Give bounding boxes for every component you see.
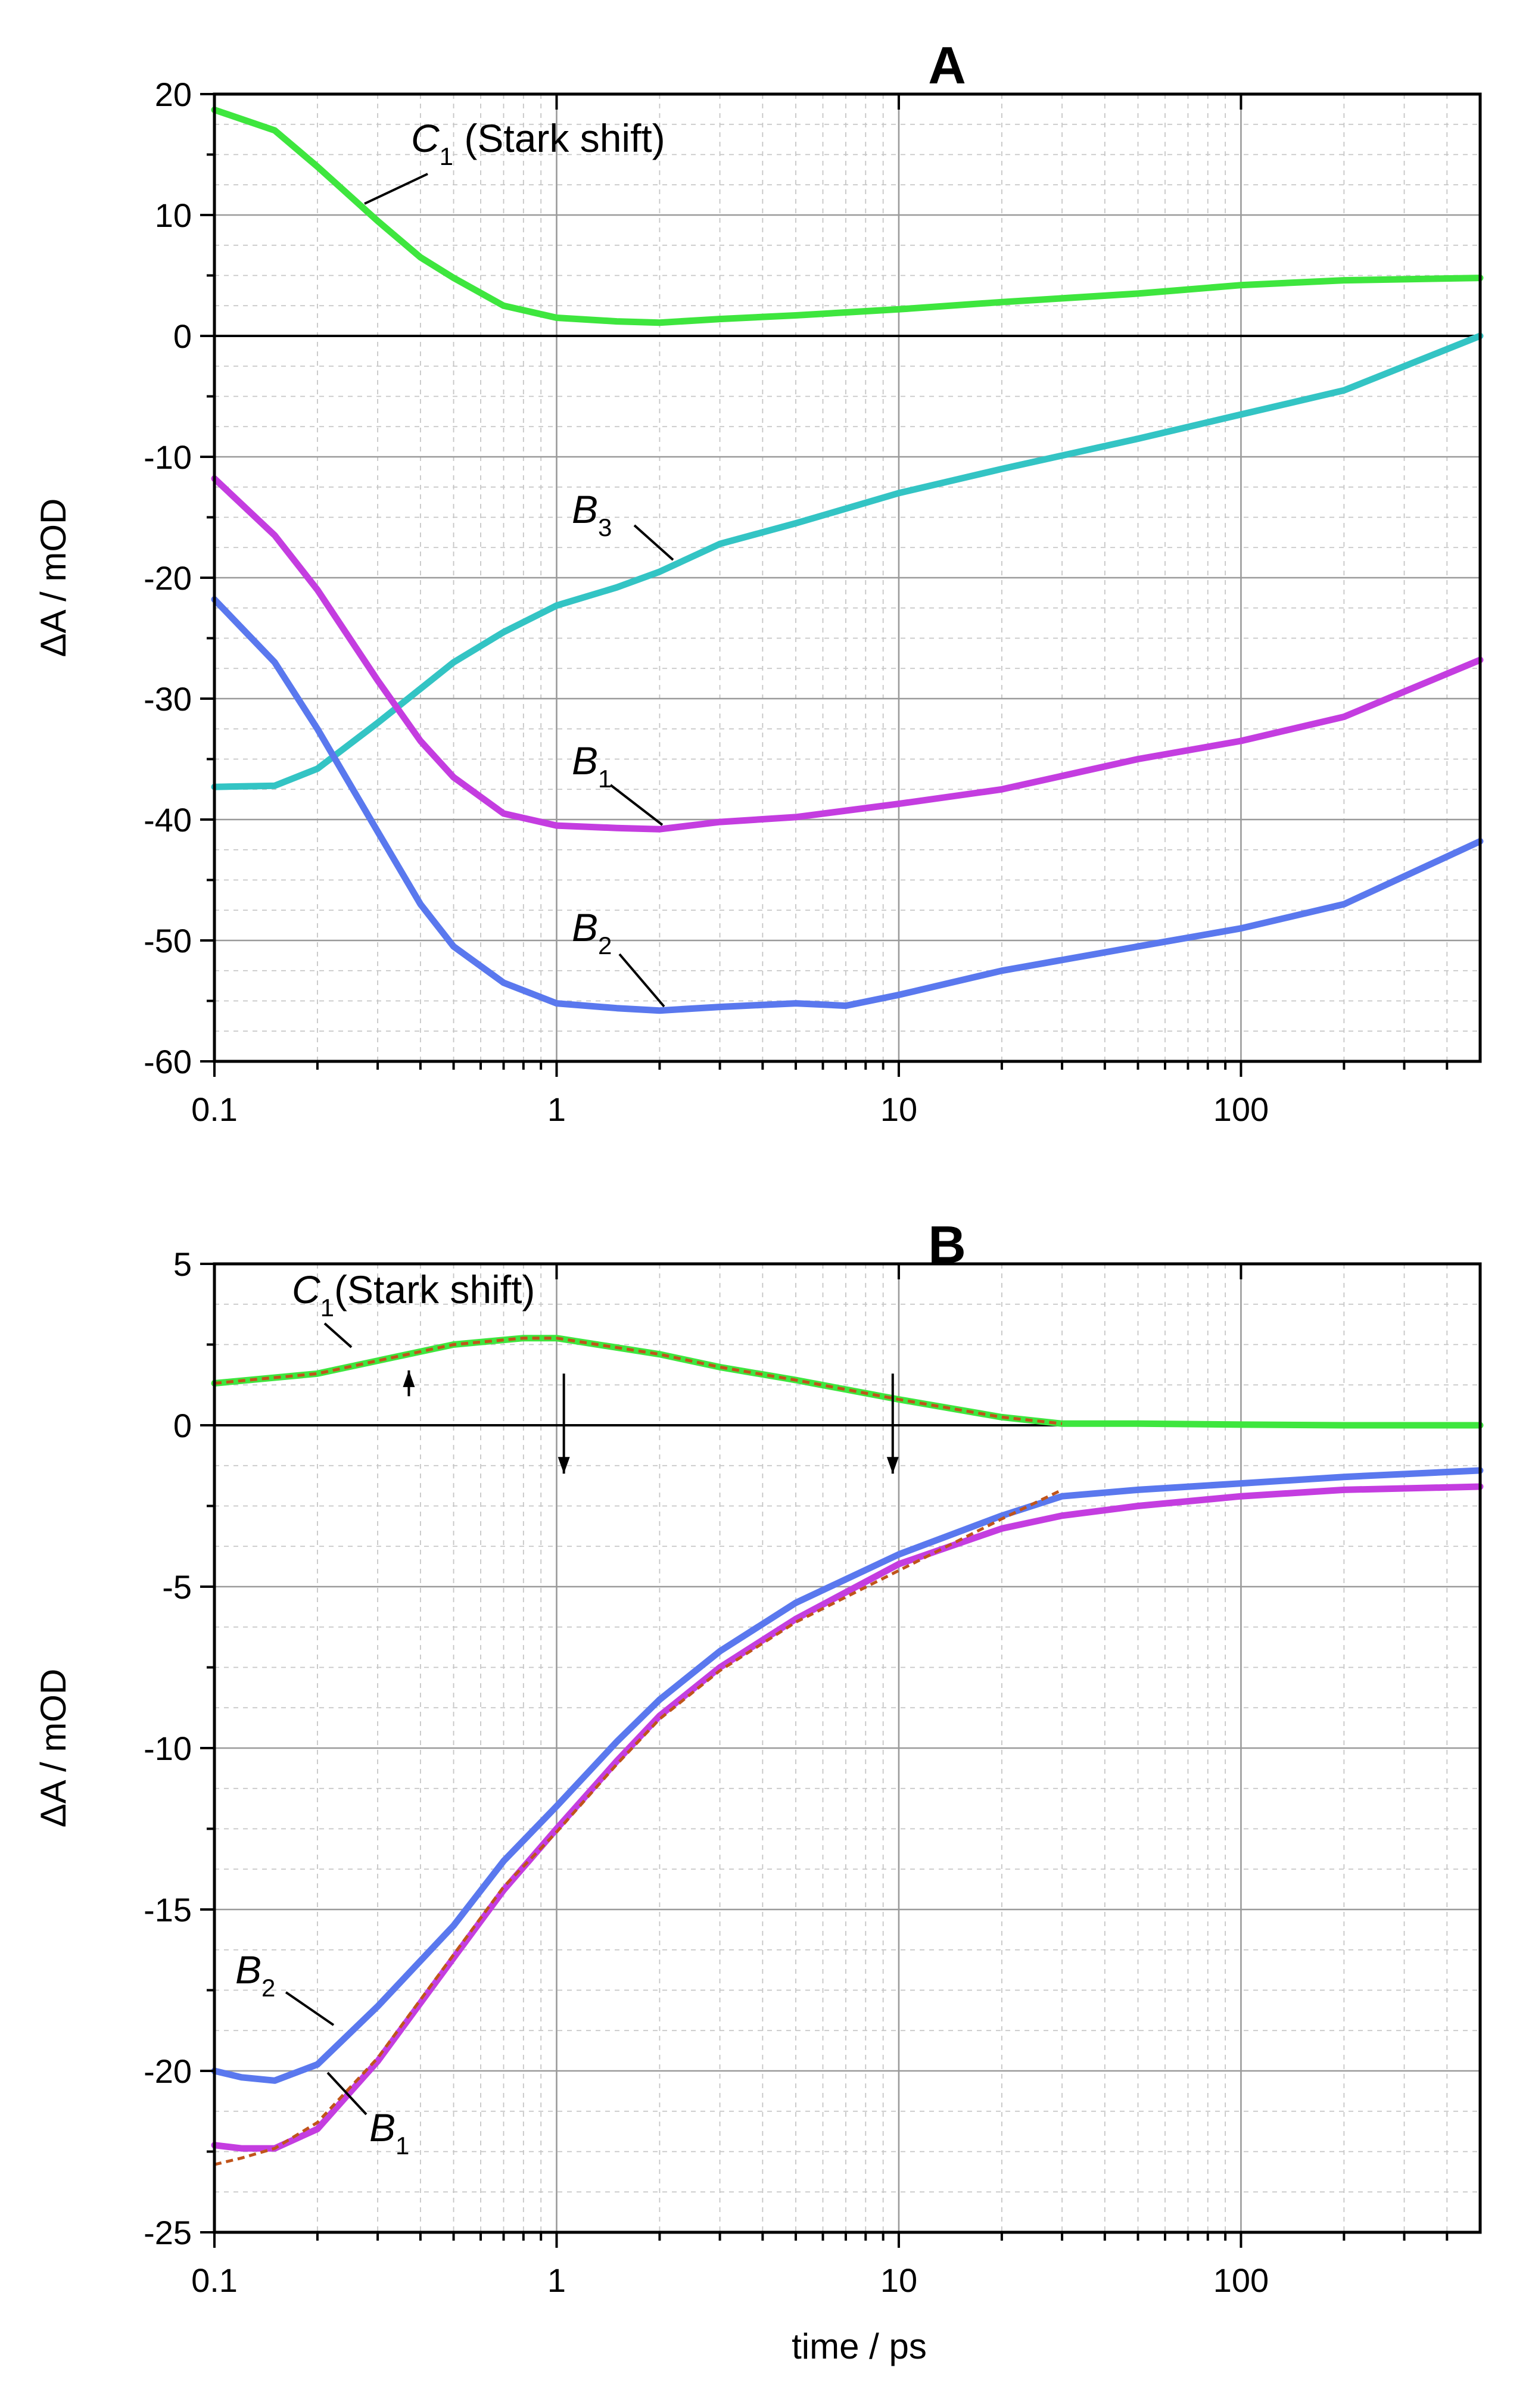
label-leader-line [285,1991,335,2026]
panel-a-grid [214,94,1480,1061]
time-constant-arrow-head [886,1457,899,1474]
label-leader-line [609,784,664,826]
panel-title: B [928,1215,966,1274]
y-tick-label: -10 [144,438,192,476]
curve-label-subscript: 1 [396,2132,409,2160]
curve-label-subscript: 1 [320,1294,334,1322]
label-leader-line [633,524,674,561]
curve-label: B2 [235,1948,275,2002]
curve-label-subscript: 1 [440,142,453,170]
curve-label: B1 [572,739,612,793]
curve-label-main: B [572,487,598,531]
series-b2-line [211,1467,1484,2084]
y-axis-title: ΔA / mOD [33,499,73,658]
x-tick-label: 1 [547,2261,566,2299]
curve-label-main: B [235,1948,261,1992]
y-axis-title: ΔA / mOD [33,1669,73,1828]
panel-b-axes: 0.1 1 10 100 5 0 -5 -10 -15 -20 -25 B ΔA / mOD time /… [33,1215,1482,2366]
y-tick-label: 0 [173,317,192,355]
y-tick-label: -20 [144,2052,192,2090]
curve-label-subscript: 2 [598,932,612,960]
y-tick-label: -15 [144,1891,192,1929]
x-tick-label: 0.1 [191,2261,238,2299]
label-leader-line [326,2071,368,2116]
curve-label-main: C [292,1267,321,1312]
panel-title: A [928,36,966,95]
curve-label-subscript: 2 [261,1974,275,2002]
label-leader-line [618,953,665,1008]
panel-b-series [211,1335,1484,2166]
y-tick-label: -20 [144,559,192,597]
series-c1-stark-shift-line [211,106,1484,326]
curve-label-note: (Stark shift) [334,1267,535,1312]
curve-label-subscript: 1 [598,765,612,793]
y-tick-label: -5 [162,1568,192,1606]
y-tick-label: -25 [144,2214,192,2251]
curve-label-subscript: 3 [598,513,612,541]
series-b1-line [211,1483,1484,2152]
y-tick-label: -30 [144,680,192,718]
curve-label: B1 [369,2105,409,2160]
series-c1-fit-line [214,1337,1063,1425]
curve-label: C1 (Stark shift) [411,116,665,170]
curve-label: B3 [572,487,612,541]
x-axis-title: time / ps [792,2326,927,2366]
y-tick-label: -50 [144,922,192,960]
curve-label-main: B [369,2105,396,2150]
panel-a-series [211,106,1484,1014]
y-tick-label: -40 [144,801,192,839]
series-b3-line [211,332,1484,790]
curve-label: C1(Stark shift) [292,1267,535,1322]
curve-label-note: (Stark shift) [453,116,665,160]
curve-label-main: B [572,905,598,949]
time-constant-arrow-head [558,1457,570,1474]
y-tick-label: -60 [144,1043,192,1080]
y-tick-label: 10 [155,197,192,234]
series-b1-fit-line [214,1488,1063,2166]
x-tick-label: 1 [547,1091,566,1128]
curve-label-main: C [411,116,440,160]
x-tick-label: 100 [1213,2261,1269,2299]
series-b1-line [211,475,1484,833]
series-c1-stark-shift-line [211,1335,1484,1429]
y-tick-label: 5 [173,1245,192,1283]
x-tick-label: 10 [880,1091,917,1128]
panel-b-grid [214,1264,1480,2232]
y-tick-label: 0 [173,1407,192,1444]
rise-arrow-head [403,1370,415,1387]
x-tick-label: 0.1 [191,1091,238,1128]
y-tick-label: -10 [144,1730,192,1767]
curve-label: B2 [572,905,612,960]
label-leader-line [323,1322,353,1348]
y-tick-label: 20 [155,76,192,113]
series-b2-line [211,596,1484,1014]
x-tick-label: 10 [880,2261,917,2299]
curve-label-main: B [572,739,598,783]
x-tick-label: 100 [1213,1091,1269,1128]
label-leader-line [364,173,428,205]
